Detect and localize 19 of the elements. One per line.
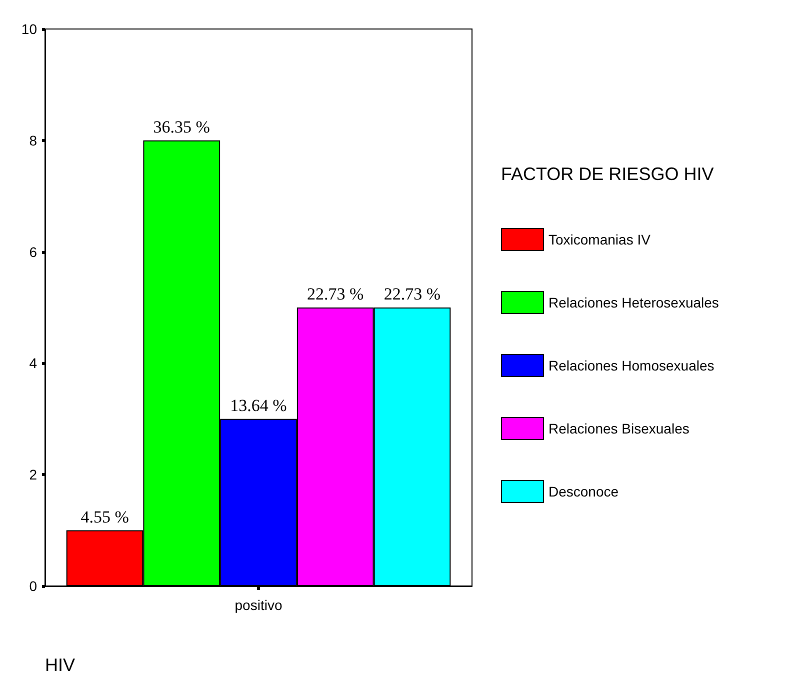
y-tick-label: 6: [29, 244, 38, 260]
x-axis-title: HIV: [45, 655, 76, 675]
annotation: 4.55 %: [80, 507, 129, 526]
legend-label: Relaciones Heterosexuales: [548, 294, 719, 310]
legend-label: Desconoce: [548, 484, 619, 500]
legend-label: Relaciones Homosexuales: [548, 358, 714, 374]
y-tick-label: 4: [29, 355, 38, 372]
legend-label: Relaciones Bisexuales: [548, 420, 690, 436]
annotation: 13.64 %: [230, 396, 287, 415]
legend-label: Toxicomanias IV: [548, 232, 652, 248]
y-tick-label: 8: [29, 132, 38, 148]
y-tick-label: 10: [21, 21, 38, 37]
annotation: 36.35 %: [153, 117, 210, 136]
x-tick-label: positivo: [234, 597, 282, 613]
y-tick-label: 0: [29, 578, 38, 594]
legend-title: FACTOR DE RIESGO HIV: [501, 164, 714, 184]
annotation: 22.73 %: [307, 284, 364, 304]
y-tick-label: 2: [29, 466, 38, 483]
annotation: 22.73 %: [384, 284, 441, 304]
